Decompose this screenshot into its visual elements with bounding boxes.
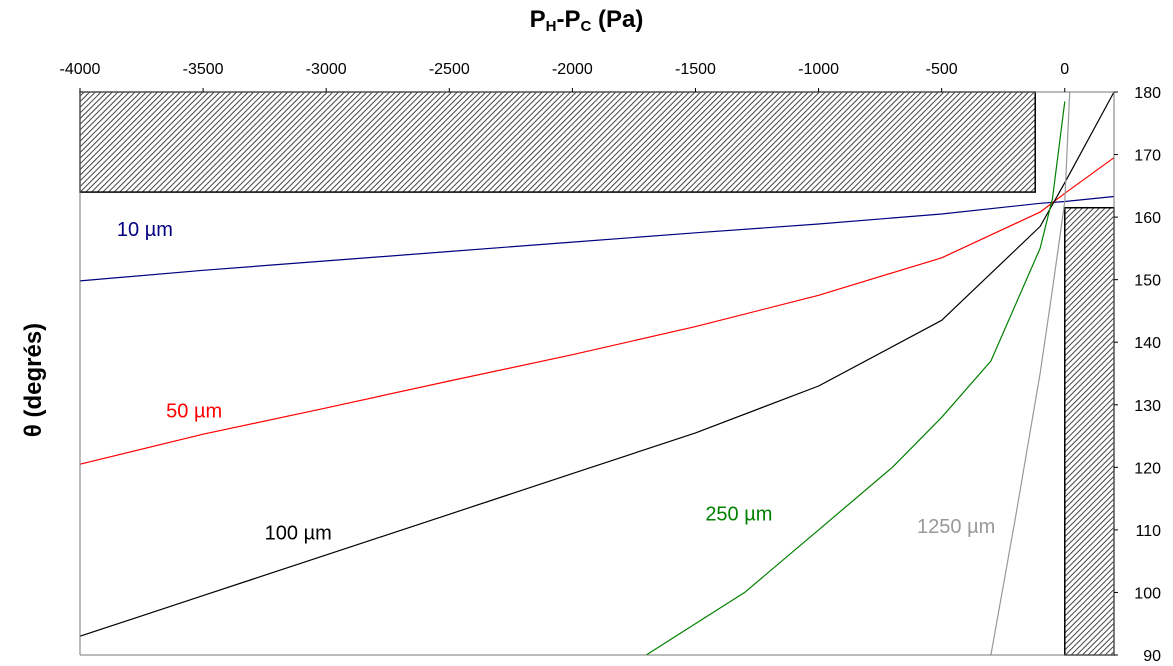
series-line-4 [645, 101, 1066, 656]
y-tick-label: 120 [1134, 460, 1161, 477]
y-tick-label: 130 [1134, 398, 1161, 415]
hatched-region-2 [1064, 206, 1115, 656]
y-tick-label: 170 [1134, 148, 1161, 165]
y-tick-label: 160 [1134, 210, 1161, 227]
hatched-region-1 [79, 91, 1036, 193]
y-tick-label: 100 [1134, 585, 1161, 602]
series-label-5: 1250 µm [917, 516, 995, 538]
x-tick-label: -1000 [798, 61, 839, 78]
x-tick-label: -2500 [429, 61, 470, 78]
series-label-1: 10 µm [117, 219, 173, 241]
y-axis-ticks: 90 100 110 120 130 140 150 160 170 180 [1114, 85, 1161, 665]
hatched-regions [79, 91, 1115, 656]
series-label-3: 100 µm [265, 522, 332, 544]
x-tick-label: 0 [1060, 61, 1069, 78]
x-tick-label: -2000 [552, 61, 593, 78]
x-tick-label: -1500 [675, 61, 716, 78]
y-tick-label: 150 [1134, 273, 1161, 290]
y-tick-label: 110 [1135, 523, 1161, 540]
series-label-4: 250 µm [705, 504, 772, 526]
x-tick-label: -3000 [306, 61, 347, 78]
series-label-2: 50 µm [166, 400, 222, 422]
series-line-2 [79, 157, 1115, 465]
series-lines [79, 91, 1115, 656]
series-line-1 [79, 195, 1115, 282]
series-line-5 [990, 91, 1071, 656]
x-tick-label: -500 [926, 61, 958, 78]
y-tick-label: 140 [1134, 335, 1161, 352]
series-line-3 [79, 91, 1115, 637]
x-axis-title: PH-PC (Pa) [529, 6, 644, 35]
x-tick-label: -4000 [60, 61, 101, 78]
y-tick-label: 90 [1143, 648, 1161, 665]
y-tick-label: 180 [1134, 85, 1161, 102]
x-axis-ticks: -4000 -3500 -3000 -2500 -2000 -1500 -1000 -500 0 [60, 61, 1069, 92]
series-labels: 10 µm 50 µm 100 µm 250 µm 1250 µm [117, 219, 995, 544]
x-tick-label: -3500 [183, 61, 224, 78]
